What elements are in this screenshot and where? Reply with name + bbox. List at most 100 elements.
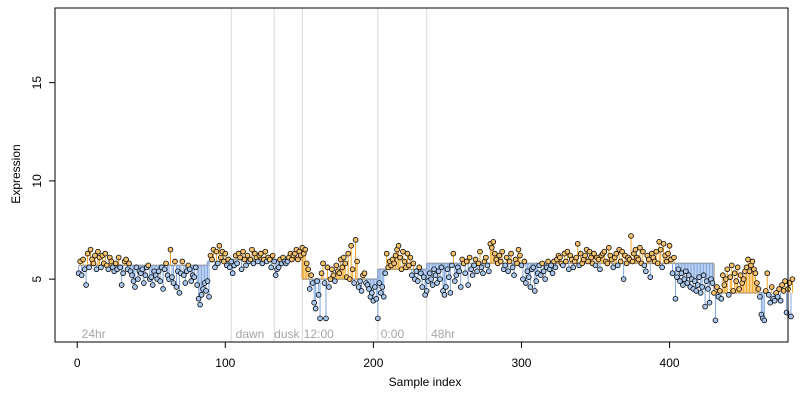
data-point <box>564 248 571 255</box>
data-point <box>483 254 489 261</box>
data-point <box>647 274 654 280</box>
data-point <box>537 272 544 279</box>
data-point <box>226 264 233 271</box>
data-point <box>228 258 235 265</box>
data-point <box>619 248 625 255</box>
data-point <box>369 290 375 296</box>
data-point <box>665 250 671 257</box>
data-point <box>249 246 255 253</box>
data-point <box>213 248 220 255</box>
region-label: 48hr <box>431 327 455 341</box>
data-point <box>466 254 473 261</box>
data-point <box>348 242 354 249</box>
data-point <box>484 262 491 269</box>
data-point <box>130 278 137 284</box>
data-point <box>745 256 751 263</box>
data-point <box>87 246 94 253</box>
data-point <box>746 268 753 275</box>
data-point <box>509 264 516 271</box>
data-point <box>548 262 554 269</box>
data-point <box>477 248 483 255</box>
data-point <box>312 305 319 312</box>
data-point <box>444 266 451 273</box>
region-layer: 24hr dawn dusk 12:00 0:00 48hr <box>82 8 455 342</box>
data-point <box>613 250 620 257</box>
data-point <box>617 258 624 265</box>
data-point <box>774 294 781 300</box>
x-tick-label: 100 <box>215 356 235 370</box>
data-point <box>570 264 577 271</box>
data-point <box>135 276 141 282</box>
data-point <box>358 288 365 294</box>
data-point <box>669 270 676 277</box>
data-point <box>438 264 445 271</box>
data-point <box>275 264 282 271</box>
data-point <box>765 292 772 298</box>
data-point <box>352 237 359 243</box>
y-axis-title: Expression <box>9 144 23 203</box>
data-point <box>377 290 384 296</box>
data-point <box>703 278 710 284</box>
data-point <box>700 272 707 279</box>
data-point <box>188 278 195 284</box>
data-point <box>490 239 497 245</box>
data-point <box>419 284 426 290</box>
data-point <box>480 270 486 277</box>
data-point <box>709 280 716 286</box>
data-point <box>148 274 155 280</box>
data-point <box>234 260 240 267</box>
data-point <box>197 301 203 308</box>
region-label: dawn <box>236 327 265 341</box>
data-point <box>443 284 449 290</box>
data-point <box>521 258 528 265</box>
data-point <box>392 252 399 259</box>
data-point <box>194 282 200 288</box>
data-point <box>118 282 125 288</box>
data-point <box>216 242 223 249</box>
data-point <box>520 276 526 282</box>
data-point <box>771 297 778 304</box>
data-point <box>192 264 199 271</box>
data-point <box>269 252 276 259</box>
data-point <box>375 315 381 322</box>
data-point <box>86 264 92 271</box>
data-point <box>696 274 702 280</box>
data-point <box>203 288 209 294</box>
data-point <box>268 264 274 271</box>
data-point <box>671 254 677 261</box>
data-point <box>552 264 559 271</box>
data-point <box>754 280 760 286</box>
data-point <box>80 256 86 263</box>
data-point <box>112 260 119 267</box>
data-point <box>382 270 389 277</box>
data-point <box>380 294 387 300</box>
data-point <box>93 266 100 273</box>
data-point <box>372 284 378 290</box>
data-point <box>426 270 433 277</box>
data-point <box>361 270 368 277</box>
data-point <box>170 280 177 286</box>
data-point <box>272 272 279 279</box>
data-point <box>656 239 662 245</box>
data-point <box>92 252 98 259</box>
data-point <box>206 294 212 300</box>
data-point <box>496 252 503 259</box>
data-point <box>160 286 166 292</box>
data-point <box>317 315 323 322</box>
data-point <box>309 280 316 286</box>
data-point <box>637 244 643 251</box>
data-point <box>718 295 725 302</box>
data-point <box>768 284 775 290</box>
data-point <box>420 274 427 280</box>
data-point <box>243 262 249 269</box>
data-point <box>614 262 621 269</box>
data-point <box>711 290 717 296</box>
data-point <box>172 258 178 265</box>
point-layer <box>75 233 796 324</box>
data-point <box>204 278 211 284</box>
data-point <box>115 254 122 261</box>
data-point <box>346 276 353 282</box>
data-point <box>332 278 338 284</box>
data-point <box>355 284 362 290</box>
data-point <box>406 262 412 269</box>
